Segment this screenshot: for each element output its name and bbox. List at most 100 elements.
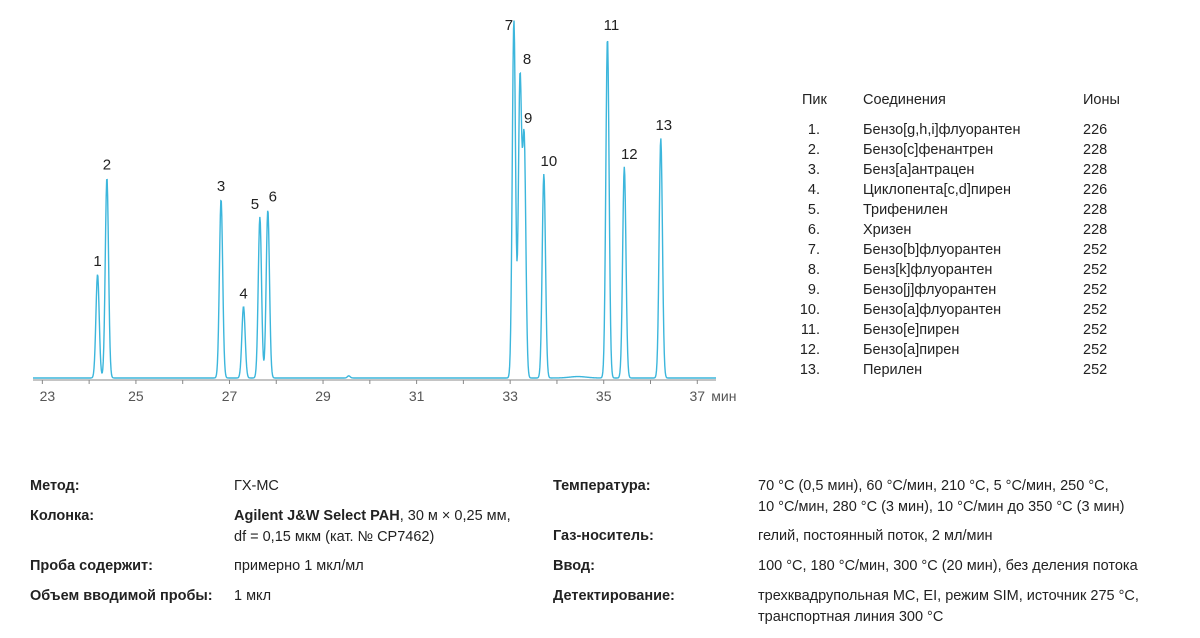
legend-compound: Бензо[c]фенантрен — [863, 141, 994, 158]
legend-row: 8. Бенз[k]флуорантен 252 — [790, 260, 1120, 280]
trace-layer — [33, 20, 716, 379]
column-name: Agilent J&W Select PAH — [234, 508, 400, 524]
legend-peak-number: 4. — [807, 181, 820, 198]
legend-compound: Бензо[e]пирен — [863, 321, 960, 338]
legend-peak-number: 5. — [807, 201, 820, 218]
legend-peak-number: 13. — [799, 361, 820, 378]
detection-label: Детектирование: — [553, 588, 675, 604]
legend-row: 7. Бензо[b]флуорантен 252 — [790, 240, 1120, 260]
peak-label: 10 — [541, 153, 558, 170]
legend-row: 3. Бенз[a]антрацен 228 — [790, 160, 1120, 180]
legend-compound: Бензо[g,h,i]флуорантен — [863, 121, 1021, 138]
x-tick-label: 29 — [315, 388, 331, 404]
legend-row: 11. Бензо[e]пирен 252 — [790, 320, 1120, 340]
legend-row: 6. Хризен 228 — [790, 220, 1120, 240]
peak-label: 6 — [269, 189, 277, 206]
peak-legend: Пик Соединения Ионы 1. Бензо[g,h,i]флуора… — [790, 92, 1150, 380]
legend-compound: Бенз[k]флуорантен — [863, 261, 993, 278]
legend-ions: 252 — [1083, 261, 1108, 278]
legend-peak-number: 8. — [807, 261, 820, 278]
legend-ions: 228 — [1083, 201, 1108, 218]
legend-peak-number: 12. — [799, 341, 820, 358]
legend-peak-number: 2. — [807, 141, 820, 158]
header-ions: Ионы — [1083, 92, 1120, 108]
legend-row: 5. Трифенилен 228 — [790, 200, 1120, 220]
legend-row: 1. Бензо[g,h,i]флуорантен 226 — [790, 120, 1120, 140]
header-peak: Пик — [802, 92, 827, 108]
legend-peak-number: 11. — [800, 321, 820, 338]
peak-label: 1 — [93, 253, 101, 270]
x-axis: 23 25 27 29 31 33 35 37 мин — [33, 379, 736, 404]
legend-ions: 226 — [1083, 181, 1108, 198]
peak-label: 3 — [217, 178, 225, 195]
legend-row: 13. Перилен 252 — [790, 360, 1120, 380]
legend-ions: 252 — [1083, 361, 1108, 378]
x-tick-label: 37 — [689, 388, 705, 404]
legend-ions: 252 — [1083, 321, 1108, 338]
peak-table: Пик Соединения Ионы 1. Бензо[g,h,i]флуора… — [790, 92, 1120, 380]
chromatogram-trace — [33, 20, 716, 379]
column-dimensions: , 30 м × 0,25 мм, — [399, 508, 511, 524]
legend-compound: Трифенилен — [863, 201, 948, 218]
peak-label: 5 — [251, 196, 259, 213]
volume-value: 1 мкл — [234, 588, 272, 604]
legend-compound: Бензо[a]флуорантен — [863, 301, 1002, 318]
legend-row: 2. Бензо[c]фенантрен 228 — [790, 140, 1120, 160]
peak-label: 12 — [621, 146, 638, 163]
x-unit-label: мин — [711, 388, 736, 404]
legend-compound: Бенз[a]антрацен — [863, 161, 975, 178]
legend-ions: 228 — [1083, 161, 1108, 178]
legend-compound: Перилен — [863, 361, 923, 378]
legend-peak-number: 9. — [807, 281, 820, 298]
method-label: Метод: — [30, 478, 80, 494]
x-tick-label: 27 — [222, 388, 238, 404]
legend-row: 10. Бензо[a]флуорантен 252 — [790, 300, 1120, 320]
volume-label: Объем вводимой пробы: — [30, 588, 213, 604]
peak-label: 7 — [505, 17, 513, 34]
sample-value: примерно 1 мкл/мл — [234, 558, 364, 574]
legend-compound: Бензо[a]пирен — [863, 341, 960, 358]
column-film: df = 0,15 мкм (кат. № CP7462) — [234, 529, 435, 545]
method-value: ГХ-МС — [234, 478, 279, 494]
legend-compound: Бензо[b]флуорантен — [863, 241, 1002, 258]
peak-label: 11 — [604, 17, 620, 34]
peak-label: 4 — [239, 285, 247, 302]
x-tick-label: 31 — [409, 388, 425, 404]
legend-row: 12. Бензо[a]пирен 252 — [790, 340, 1120, 360]
legend-ions: 252 — [1083, 241, 1108, 258]
sample-label: Проба содержит: — [30, 558, 153, 574]
legend-peak-number: 3. — [807, 161, 820, 178]
legend-compound: Бензо[j]флуорантен — [863, 281, 997, 298]
peak-label: 2 — [103, 157, 111, 174]
peak-table-header: Пик Соединения Ионы — [790, 92, 1120, 120]
x-tick-label: 35 — [596, 388, 612, 404]
legend-peak-number: 10. — [799, 301, 820, 318]
column-label: Колонка: — [30, 508, 95, 524]
carrier-label: Газ-носитель: — [553, 528, 654, 544]
legend-compound: Циклопента[c,d]пирен — [863, 181, 1011, 198]
peak-label: 9 — [524, 110, 532, 127]
header-compounds: Соединения — [863, 92, 946, 108]
carrier-value: гелий, постоянный поток, 2 мл/мин — [758, 528, 993, 544]
legend-compound: Хризен — [863, 221, 912, 238]
legend-ions: 252 — [1083, 341, 1108, 358]
peak-label: 13 — [655, 117, 672, 134]
peak-label: 8 — [523, 51, 531, 68]
detection-value-2: транспортная линия 300 °C — [758, 609, 944, 625]
temperature-label: Температура: — [553, 478, 651, 494]
legend-ions: 252 — [1083, 281, 1108, 298]
legend-peak-number: 7. — [807, 241, 820, 258]
temperature-value-1: 70 °C (0,5 мин), 60 °C/мин, 210 °C, 5 °C… — [758, 478, 1109, 494]
x-tick-label: 25 — [128, 388, 144, 404]
x-tick-label: 33 — [502, 388, 518, 404]
temperature-value-2: 10 °C/мин, 280 °C (3 мин), 10 °C/мин до … — [758, 499, 1125, 515]
legend-ions: 252 — [1083, 301, 1108, 318]
legend-row: 4. Циклопента[c,d]пирен 226 — [790, 180, 1120, 200]
legend-ions: 228 — [1083, 221, 1108, 238]
inlet-value: 100 °C, 180 °C/мин, 300 °C (20 мин), без… — [758, 558, 1138, 574]
detection-value-1: трехквадрупольная МС, EI, режим SIM, ист… — [758, 588, 1139, 604]
legend-ions: 226 — [1083, 121, 1108, 138]
inlet-label: Ввод: — [553, 558, 595, 574]
legend-ions: 228 — [1083, 141, 1108, 158]
